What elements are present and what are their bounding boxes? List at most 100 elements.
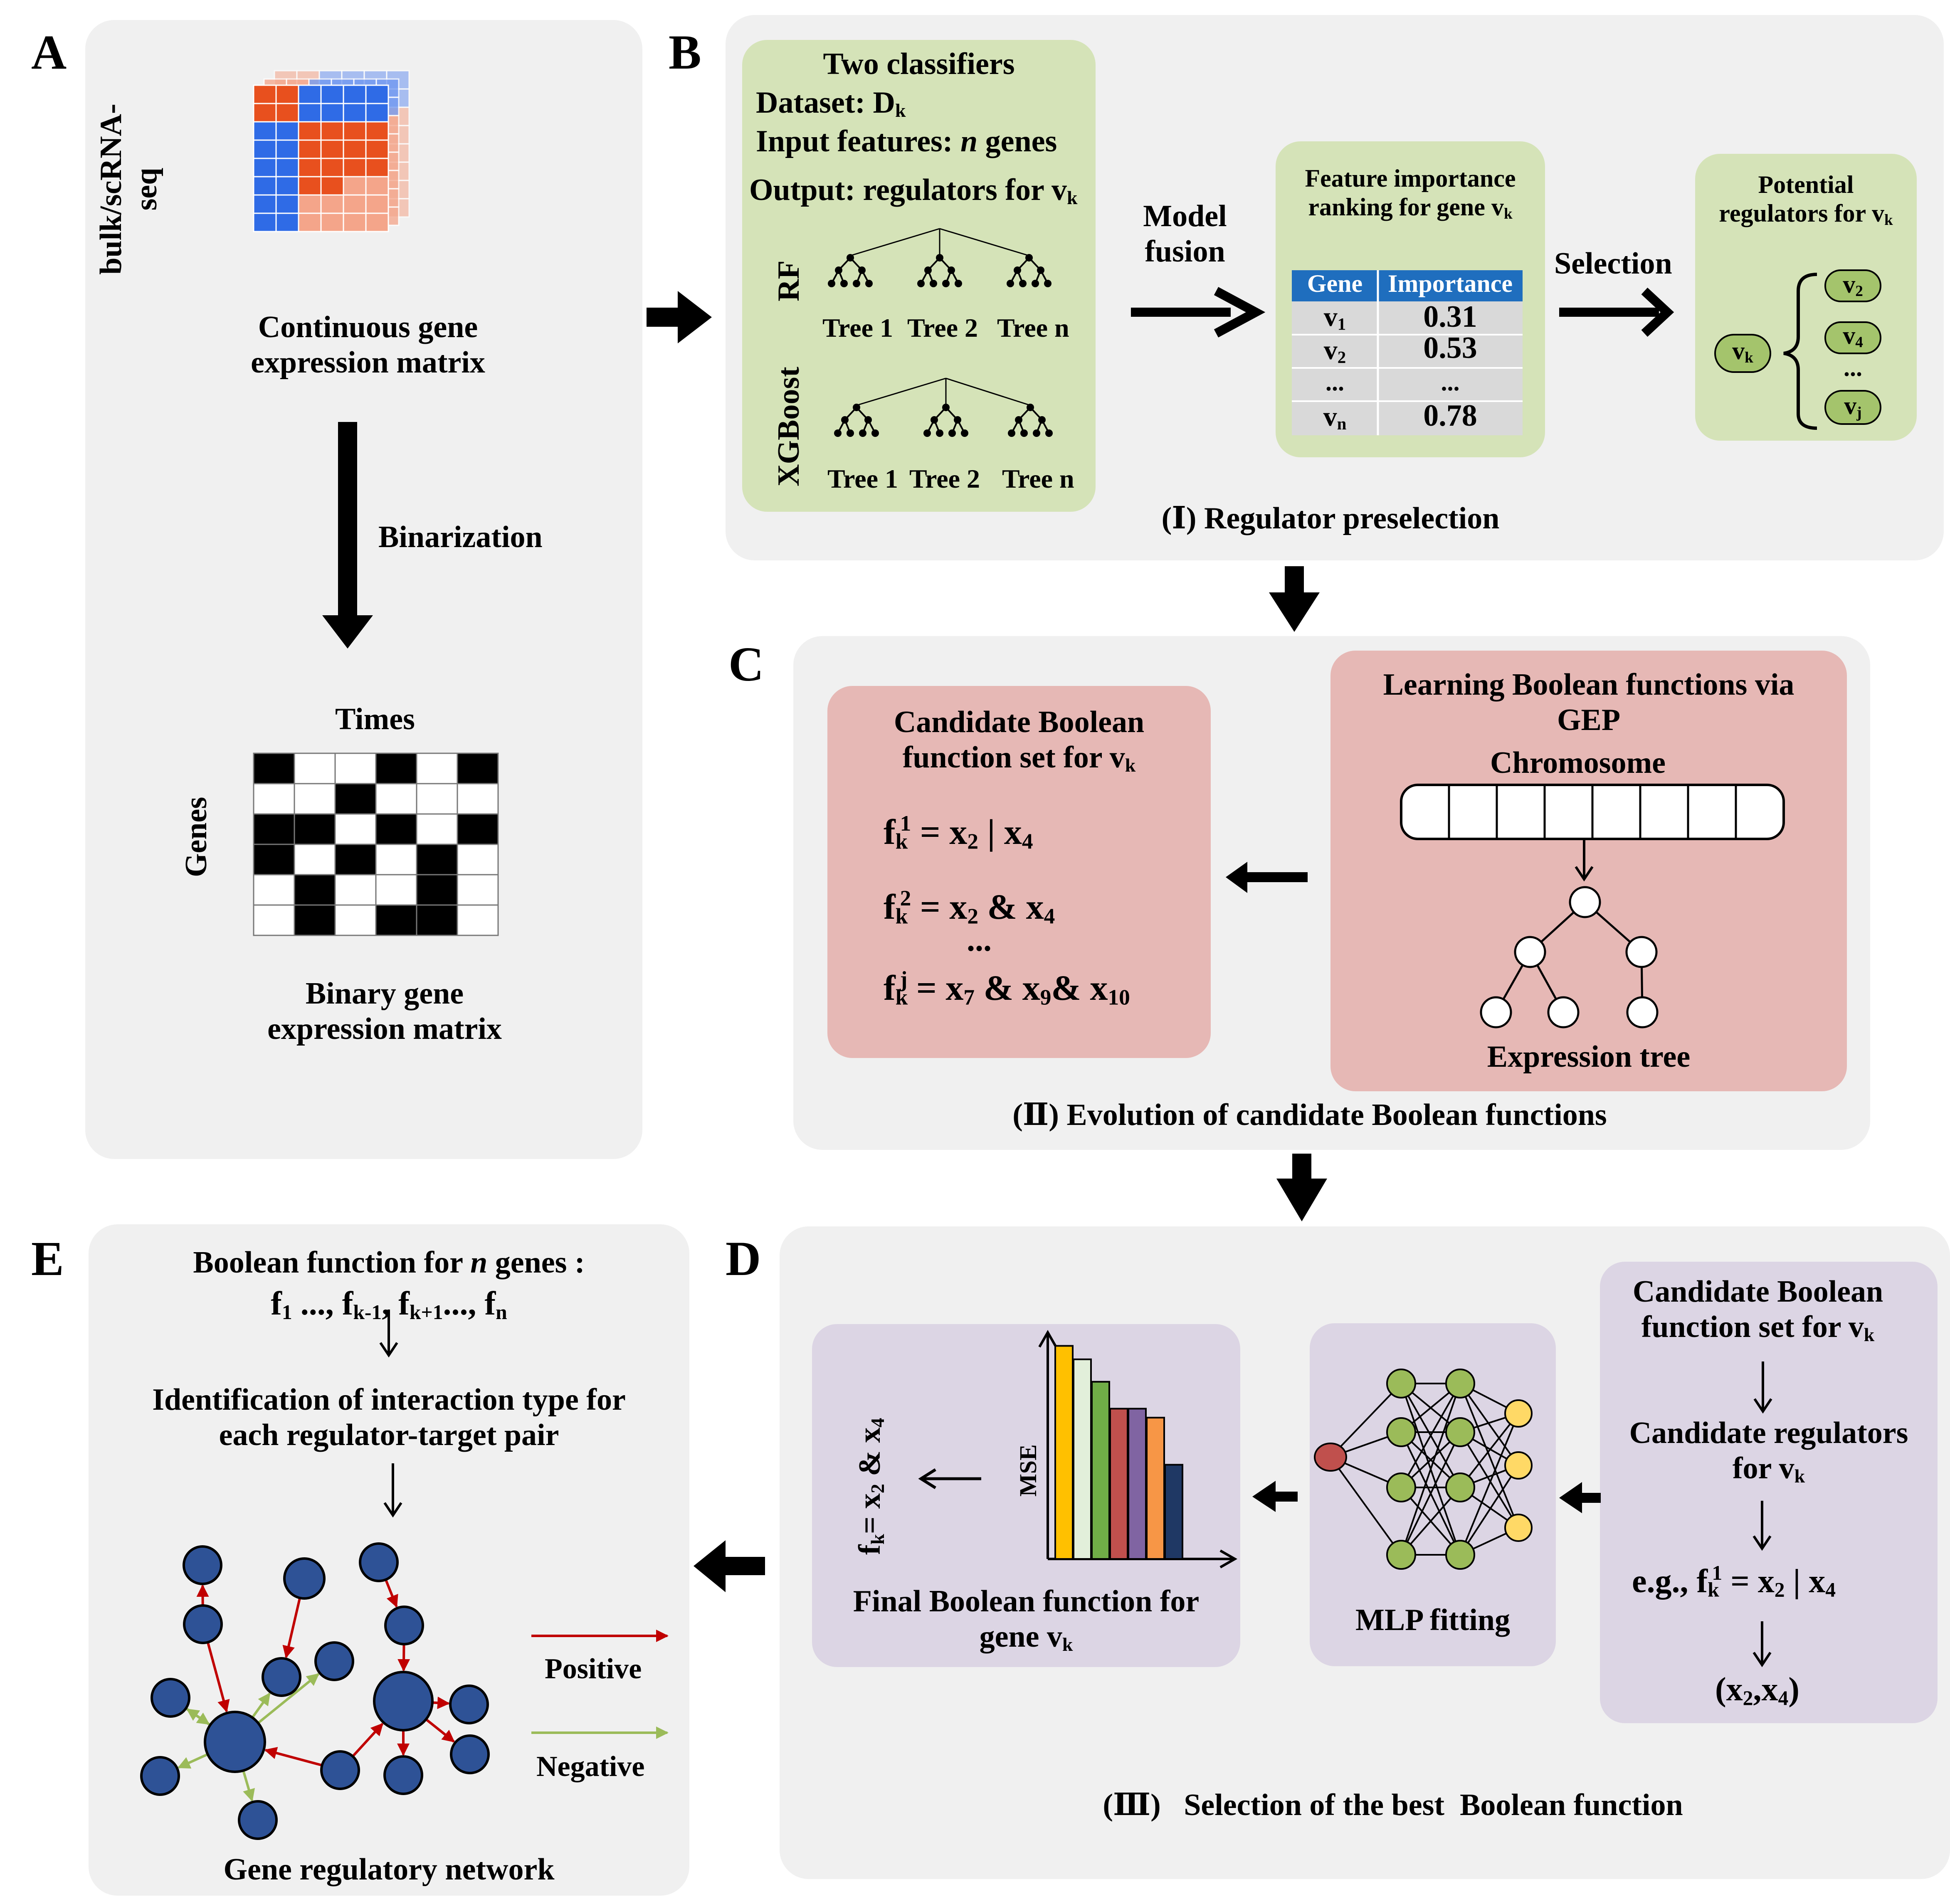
gep-title: Learning Boolean functions via GEP — [1383, 668, 1794, 737]
heatmap-cell — [253, 139, 277, 159]
tree-node — [1044, 280, 1052, 287]
binary-cell — [253, 783, 295, 815]
ranking-gene-1: v1 — [1323, 302, 1346, 333]
potential-regulators-box — [1695, 154, 1917, 441]
ranking-imp-4: 0.78 — [1423, 399, 1477, 433]
mlp-hidden-node — [1386, 1369, 1416, 1398]
right-example: e.g., fk1 = x2 | x4 — [1632, 1561, 1836, 1601]
grn-edge — [432, 1697, 450, 1709]
mlp-edge — [1400, 1383, 1461, 1555]
dataset-label: Dataset: Dk — [756, 86, 906, 121]
rf-tree-1 — [828, 254, 873, 287]
grn-edge — [177, 1753, 208, 1769]
heatmap-cell — [275, 139, 299, 159]
ranking-gene-4: vn — [1323, 402, 1347, 433]
mse-bar-1 — [1054, 1345, 1074, 1560]
rf-tree-n-label: Tree n — [997, 313, 1069, 343]
arrow-fusion — [1131, 287, 1266, 338]
heatmap-cell — [275, 212, 299, 232]
heatmap-cell — [365, 103, 389, 123]
xgb-tree-1 — [834, 404, 879, 437]
binary-cell — [416, 843, 458, 876]
xgboost-label: XGBoost — [772, 367, 806, 486]
ranking-table-frame — [1292, 270, 1523, 435]
heatmap-cell — [275, 103, 299, 123]
binary-cell — [334, 783, 377, 815]
tree-node — [847, 254, 854, 261]
tree-node — [865, 280, 873, 287]
mlp-output-node — [1504, 1399, 1533, 1428]
binary-cell — [457, 783, 499, 815]
tree-node — [1027, 404, 1034, 411]
tree-node — [1033, 429, 1040, 437]
binary-cell — [294, 874, 336, 906]
arrow-c-to-d — [1276, 1154, 1327, 1221]
mlp-edge — [1330, 1456, 1402, 1556]
tree-node — [858, 266, 866, 274]
tree-node — [923, 429, 931, 437]
tree-node — [942, 280, 950, 287]
continuous-matrix-label: Continuous gene expression matrix — [251, 310, 485, 380]
ranking-imp-2: 0.53 — [1423, 331, 1477, 365]
binary-cell — [457, 904, 499, 936]
heatmap-cell — [275, 84, 299, 104]
binary-cell — [253, 904, 295, 936]
tree-node — [930, 280, 937, 287]
mse-bar-3 — [1091, 1381, 1110, 1560]
binary-cell — [294, 843, 336, 876]
grn-edge — [352, 1723, 384, 1757]
xgb-tree-2-label: Tree 2 — [909, 464, 980, 493]
heatmap-cell — [320, 212, 344, 232]
tree-root-edge — [850, 228, 940, 256]
rf-tree-1-label: Tree 1 — [822, 313, 893, 343]
mlp-input-node — [1314, 1443, 1347, 1472]
arrow-mlp-to-final — [1252, 1481, 1298, 1512]
tree-node — [853, 280, 860, 287]
heatmap-cell — [320, 139, 344, 159]
heatmap-cell — [275, 194, 299, 214]
arrow-selection — [1559, 287, 1674, 337]
tree-node — [1032, 280, 1039, 287]
xgb-tree-n-label: Tree n — [1002, 464, 1074, 493]
binary-cell — [375, 783, 417, 815]
grn-edge — [282, 1598, 301, 1659]
binary-cell — [334, 813, 377, 845]
ranking-gene-3: ... — [1326, 368, 1344, 396]
xgb-tree-1-label: Tree 1 — [827, 464, 898, 493]
mlp-hidden-node — [1445, 1540, 1475, 1570]
panel-label-c: C — [728, 637, 764, 691]
legend-arrows — [531, 1630, 669, 1739]
tree-node — [931, 416, 938, 424]
mlp-hidden-node — [1445, 1369, 1475, 1398]
binary-cell — [294, 783, 336, 815]
formula-f1: fk1 = x2 | x4 — [884, 811, 1033, 854]
arrow-right-to-mlp — [1559, 1482, 1601, 1513]
candidate-title: Candidate Boolean function set for vk — [894, 705, 1145, 776]
mlp-box — [1310, 1323, 1556, 1666]
binary-cell — [375, 813, 417, 845]
mse-bar-6 — [1146, 1417, 1165, 1560]
formula-f2: fk2 = x2 & x4 — [884, 885, 1055, 929]
tree-node — [1025, 254, 1033, 261]
heatmap-cell — [298, 158, 322, 178]
mlp-hidden-node — [1386, 1540, 1416, 1570]
arrow-a-to-b — [647, 291, 712, 343]
heatmap-cell — [298, 84, 322, 104]
binary-cell — [416, 904, 458, 936]
tree-node — [917, 280, 925, 287]
binary-cell — [375, 752, 417, 784]
binary-cell — [294, 813, 336, 845]
caption-evolution: (Ⅱ) Evolution of candidate Boolean funct… — [1012, 1098, 1607, 1132]
arrow-gep-to-candidate — [1226, 862, 1308, 893]
ranking-imp-1: 0.31 — [1423, 300, 1477, 334]
mlp-label: MLP fitting — [1355, 1603, 1511, 1637]
xgb-tree-3 — [1008, 404, 1053, 437]
tree-node — [961, 429, 968, 437]
tree-node — [1008, 429, 1015, 437]
mlp-hidden-node — [1445, 1417, 1475, 1447]
grn-node — [359, 1542, 399, 1582]
tree-node — [948, 429, 956, 437]
tree-node — [942, 404, 950, 411]
binary-cell — [416, 783, 458, 815]
chromosome-label: Chromosome — [1490, 746, 1666, 780]
